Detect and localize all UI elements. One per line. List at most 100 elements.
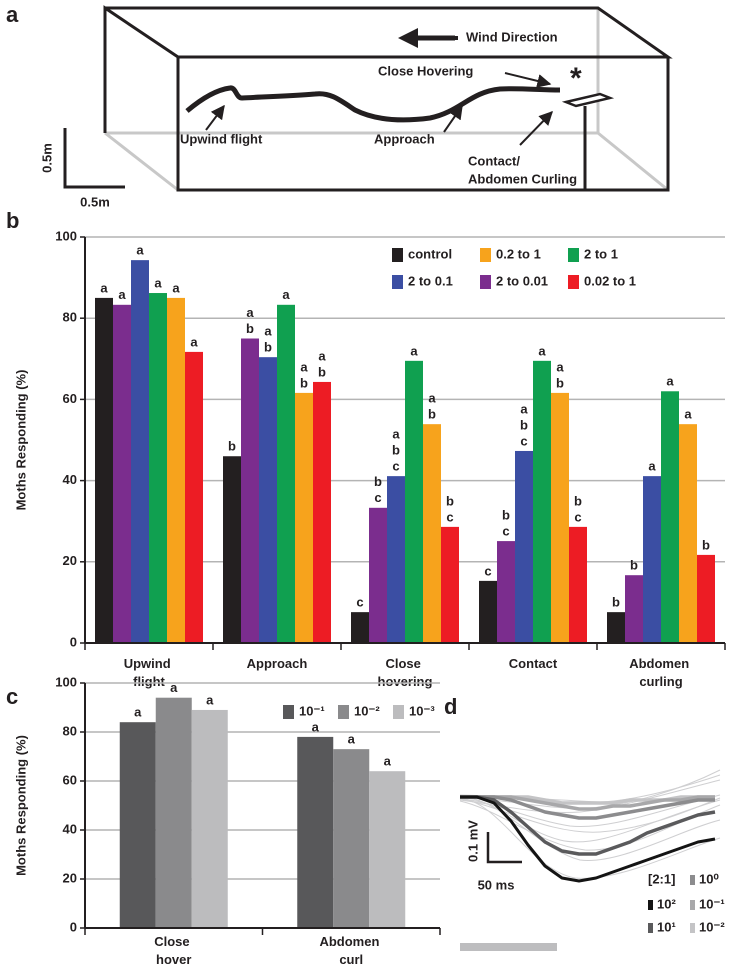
x-tick-label: Abdomen curl (319, 934, 383, 967)
bar (405, 360, 423, 643)
legend-label: 10⁻³ (409, 703, 435, 718)
legend-swatch (283, 705, 294, 719)
legend-swatch (392, 248, 403, 262)
bar (515, 450, 533, 643)
bar (661, 391, 679, 643)
significance-letter: a (348, 732, 356, 747)
significance-letter: a (384, 754, 392, 769)
significance-letter: a (520, 401, 528, 416)
significance-letter: a (136, 243, 144, 258)
scale-label: 0.1 mV (465, 820, 480, 862)
significance-letter: c (374, 490, 381, 505)
bar (259, 357, 277, 643)
significance-letter: a (648, 459, 656, 474)
y-tick-label: 80 (63, 310, 77, 325)
significance-letter: b (246, 321, 254, 336)
significance-letter: a (246, 305, 254, 320)
bar (295, 392, 313, 643)
bar (333, 749, 370, 928)
y-tick-label: 20 (63, 870, 77, 885)
significance-letter: a (666, 374, 674, 389)
significance-letter: b (428, 407, 436, 422)
bar (155, 697, 192, 928)
significance-letter: a (312, 719, 320, 734)
y-tick-label: 20 (63, 553, 77, 568)
significance-letter: a (556, 359, 564, 374)
significance-letter: a (318, 348, 326, 363)
legend-swatch (690, 923, 695, 933)
significance-letter: c (502, 524, 509, 539)
bar (185, 351, 203, 643)
legend-label: 2 to 0.01 (496, 273, 548, 288)
bar (167, 297, 185, 643)
x-tick-label: Abdomen curling (629, 656, 693, 689)
legend-swatch (568, 275, 579, 289)
significance-letter: a (100, 280, 108, 295)
panel-label: d (444, 694, 457, 719)
significance-letter: a (118, 287, 126, 302)
significance-letter: a (206, 692, 214, 707)
bar (625, 575, 643, 643)
significance-letter: a (154, 275, 162, 290)
legend-swatch (393, 705, 404, 719)
significance-letter: c (520, 433, 527, 448)
y-tick-label: 0 (70, 919, 77, 934)
significance-letter: b (228, 439, 236, 454)
legend-label: 10⁻² (354, 703, 380, 718)
stage-label: Contact/ (468, 153, 520, 168)
bar (277, 304, 295, 643)
bar (351, 612, 369, 643)
significance-letter: b (556, 375, 564, 390)
legend-swatch (568, 248, 579, 262)
bar (313, 381, 331, 643)
legend-swatch (480, 275, 491, 289)
x-tick-label: Close hovering (378, 656, 433, 689)
significance-letter: a (170, 680, 178, 695)
x-tick-label: Upwind flight (124, 656, 175, 689)
y-tick-label: 80 (63, 723, 77, 738)
legend-label: 10⁻² (699, 919, 725, 934)
significance-letter: a (300, 359, 308, 374)
legend-swatch (690, 900, 695, 910)
bar (679, 424, 697, 643)
legend-label: 10⁻¹ (699, 896, 725, 911)
y-tick-label: 0 (70, 634, 77, 649)
x-tick-label: Approach (247, 656, 308, 671)
wind-label: Wind Direction (466, 29, 558, 44)
bar (697, 554, 715, 643)
asterisk: * (570, 62, 582, 95)
legend-label: 10⁻¹ (299, 703, 325, 718)
bar (533, 360, 551, 643)
panel-label: c (6, 684, 18, 709)
y-axis-label: Moths Responding (%) (13, 735, 28, 876)
bar (479, 580, 497, 643)
bar (369, 507, 387, 643)
significance-letter: a (684, 407, 692, 422)
bar (643, 476, 661, 643)
y-axis-label: Moths Responding (%) (13, 370, 28, 511)
significance-letter: a (190, 334, 198, 349)
legend-label: 2 to 1 (584, 246, 618, 261)
scale-label: 50 ms (478, 877, 515, 892)
significance-letter: b (300, 375, 308, 390)
legend-label: control (408, 246, 452, 261)
legend-label: 10² (657, 896, 676, 911)
significance-letter: a (134, 705, 142, 720)
stage-label: Abdomen Curling (468, 171, 577, 186)
bar (441, 526, 459, 643)
bar (113, 304, 131, 643)
scale-bar (486, 832, 522, 864)
significance-letter: b (392, 443, 400, 458)
mean-trace (460, 795, 716, 856)
bar (223, 456, 241, 643)
significance-letter: b (574, 493, 582, 508)
significance-letter: b (446, 493, 454, 508)
bar (95, 297, 113, 643)
stage-label: Close Hovering (378, 63, 473, 78)
bar (131, 260, 149, 643)
stage-label: Upwind flight (180, 131, 263, 146)
x-tick-label: Contact (509, 656, 558, 671)
significance-letter: a (410, 343, 418, 358)
bar (119, 722, 156, 928)
